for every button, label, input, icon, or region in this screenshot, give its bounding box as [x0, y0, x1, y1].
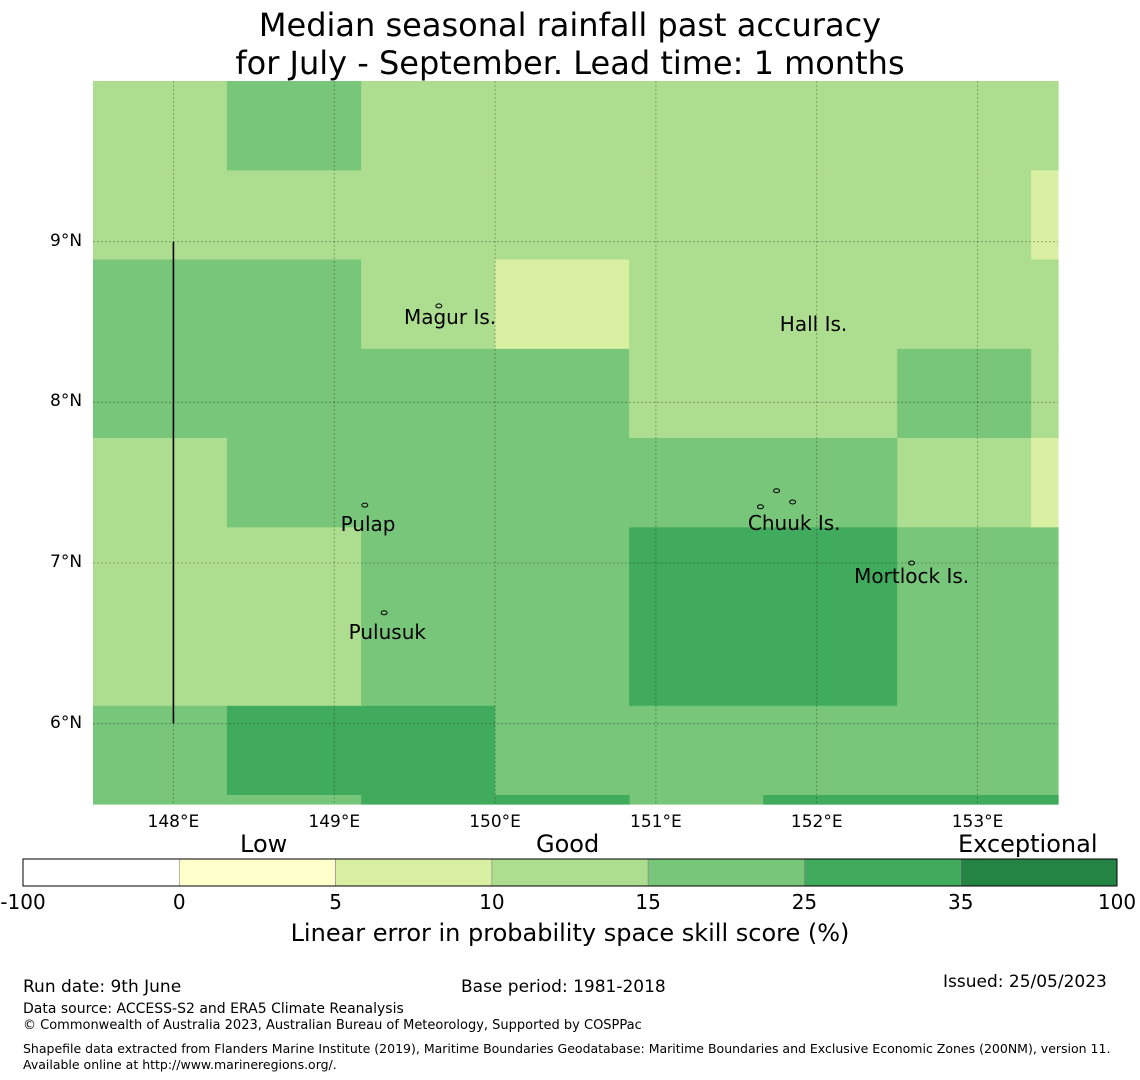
skill-cell: [495, 795, 630, 805]
category-low: Low: [240, 830, 288, 858]
map-title-line1: Median seasonal rainfall past accuracy: [258, 6, 882, 44]
lat-tick-label: 9°N: [50, 230, 83, 251]
island-outline: [380, 610, 388, 616]
skill-cell: [1031, 170, 1059, 261]
skill-cell: [93, 527, 362, 707]
colorbar-title: Linear error in probability space skill …: [290, 919, 850, 947]
skill-cell: [93, 348, 630, 439]
skill-cell: [361, 527, 630, 707]
skill-cell: [226, 438, 898, 528]
skill-cell: [495, 705, 1059, 805]
colorbar-segment: [647, 858, 805, 887]
base-period: Base period: 1981-2018: [461, 977, 666, 997]
skill-cell: [1031, 438, 1059, 528]
lon-tick-label: 148°E: [147, 812, 200, 832]
colorbar-tick-label: 15: [635, 890, 661, 914]
place-label: Chuuk Is.: [747, 510, 841, 535]
skill-cell: [226, 705, 496, 796]
colorbar-segment: [491, 858, 649, 887]
place-label: Pulap: [340, 512, 396, 537]
lat-tick-label: 8°N: [50, 391, 83, 412]
skill-cell: [361, 259, 496, 350]
colorbar-segment: [22, 858, 180, 887]
island-outline: [361, 502, 369, 508]
skill-cell: [1031, 348, 1059, 439]
skill-cell: [93, 81, 228, 171]
lon-tick-label: 153°E: [951, 812, 1004, 832]
island-outline: [756, 504, 764, 510]
colorbar-tick-label: 5: [329, 890, 342, 914]
category-good: Good: [536, 830, 600, 858]
skill-cell: [93, 259, 362, 350]
colorbar-segment: [960, 858, 1118, 887]
island-outline: [908, 560, 916, 566]
colorbar-segment: [178, 858, 336, 887]
copyright: © Commonwealth of Australia 2023, Austra…: [23, 1018, 642, 1033]
colorbar-segment: [804, 858, 962, 887]
lat-tick-label: 6°N: [50, 712, 83, 733]
skill-cell: [629, 259, 1059, 350]
colorbar-segment: [335, 858, 493, 887]
lon-tick-label: 150°E: [469, 812, 521, 832]
issued-date: Issued: 25/05/2023: [943, 972, 1107, 992]
skill-cell: [897, 348, 1032, 439]
skill-cell: [93, 705, 228, 805]
island-outline: [773, 488, 781, 494]
colorbar-tick-label: 35: [947, 890, 974, 914]
lon-tick-label: 151°E: [630, 812, 682, 832]
place-label: Hall Is.: [779, 311, 848, 336]
skill-cell: [226, 81, 362, 171]
lon-tick-label: 149°E: [308, 812, 361, 832]
skill-cell: [897, 527, 1059, 707]
skill-cell: [495, 259, 630, 350]
skill-cell: [93, 438, 228, 528]
skill-cell: [629, 527, 898, 707]
skill-cell: [93, 170, 1032, 261]
shapefile-credit: Shapefile data extracted from Flanders M…: [23, 1041, 1111, 1072]
colorbar: [22, 858, 1118, 887]
island-outline: [789, 499, 797, 505]
place-label: Mortlock Is.: [854, 563, 970, 588]
lat-tick-label: 7°N: [50, 552, 83, 572]
colorbar-tick-label: 10: [479, 890, 505, 914]
skill-cell: [629, 348, 898, 439]
colorbar-tick-label: -100: [0, 890, 46, 914]
skill-score-map: [93, 81, 1059, 805]
skill-cell: [1031, 81, 1059, 171]
colorbar-tick-label: 0: [172, 890, 186, 914]
skill-cell: [361, 81, 1032, 171]
place-label: Magur Is.: [403, 305, 497, 330]
colorbar-tick-label: 25: [791, 890, 818, 914]
data-source: Data source: ACCESS-S2 and ERA5 Climate …: [23, 1001, 404, 1017]
run-date: Run date: 9th June: [23, 977, 182, 997]
lon-tick-label: 152°E: [790, 812, 843, 832]
skill-cell: [361, 795, 496, 805]
colorbar-frame: [22, 858, 1118, 887]
map-title-line2: for July - September. Lead time: 1 month…: [235, 44, 905, 82]
skill-cell: [763, 795, 1059, 805]
category-exceptional: Exceptional: [958, 830, 1098, 858]
place-label: Pulusuk: [348, 620, 426, 645]
island-outline: [435, 303, 443, 309]
colorbar-tick-label: 100: [1097, 890, 1137, 914]
skill-cell: [226, 795, 362, 805]
skill-cell: [897, 438, 1032, 528]
